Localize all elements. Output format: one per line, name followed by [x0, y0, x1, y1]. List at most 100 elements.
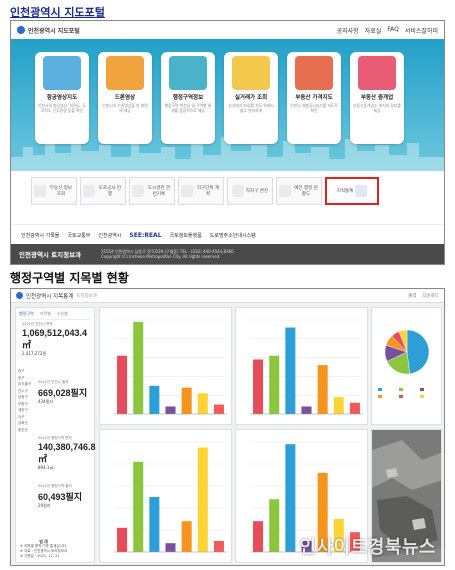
- partner-logo[interactable]: 인천광역시 기록물: [21, 233, 60, 239]
- bar[interactable]: [181, 387, 192, 414]
- partner-logo[interactable]: 도로명주소안내시스템: [209, 233, 256, 239]
- footnote-line: ※ 자료 : 인천광역시 토지정보과: [20, 549, 68, 553]
- stat-city-parcels: 2021년 인천시 필지 669,028필지 434필지: [38, 380, 87, 405]
- bar[interactable]: [285, 444, 296, 552]
- district-item[interactable]: 옹진군: [18, 427, 28, 432]
- partner-logo[interactable]: 인천광역시: [98, 233, 122, 239]
- district-item[interactable]: 남동구: [18, 395, 28, 399]
- bar[interactable]: [165, 543, 176, 552]
- footer-org: 인천광역시 토지정보과: [19, 251, 82, 259]
- aerial-map-panel[interactable]: [371, 429, 442, 563]
- caption-dashboard: 행정구역별 지목별 현황: [10, 271, 129, 285]
- card-desc: 실거래가 자료를 지도 위에서 쉽고 편리하게: [228, 103, 274, 113]
- tab-land-category[interactable]: 지목별: [39, 311, 51, 316]
- stat-label: 2021년 행정구역 면적: [38, 436, 72, 440]
- footnote-title: 범 례: [39, 539, 48, 544]
- bar[interactable]: [181, 521, 192, 552]
- pie-chart: [378, 329, 430, 398]
- bar[interactable]: [269, 355, 280, 414]
- bar[interactable]: [253, 359, 264, 414]
- bar[interactable]: [117, 527, 128, 552]
- bar[interactable]: [253, 521, 264, 552]
- bar[interactable]: [117, 355, 128, 414]
- tile-realestate-info[interactable]: 부동산 정보 조회: [31, 177, 77, 205]
- bar[interactable]: [197, 447, 208, 553]
- card-title: 부동산 중개업: [360, 95, 394, 101]
- tile-road-work[interactable]: 도로공사 진행: [80, 177, 126, 205]
- card-aerial-map[interactable]: 항공영상지도 인천시의 항공영상, 지적도, 도로지도 근무환경 등을 확인: [35, 52, 89, 144]
- tile-label: 자치구 변천: [245, 189, 269, 194]
- bar[interactable]: [133, 461, 144, 552]
- card-real-price[interactable]: 실거래가 조회 실거래가 자료를 지도 위에서 쉽고 편리하게: [224, 52, 278, 144]
- legend-swatch: [378, 388, 382, 391]
- district-item[interactable]: 강화군: [18, 421, 28, 425]
- card-price-map[interactable]: 부동산 가격지도 인천시 개별공시지가를 지도로 확인: [287, 52, 341, 144]
- summary-tabs: 행정구역 지목별 소유별: [19, 311, 91, 320]
- bar[interactable]: [317, 365, 328, 414]
- card-desc: 인천시 개별공시지가를 지도로 확인: [290, 103, 338, 113]
- district-item[interactable]: 서구: [18, 414, 25, 419]
- stat-label: 2021년 인천시 면적: [22, 322, 53, 326]
- district-item[interactable]: 중구: [18, 369, 25, 373]
- bar[interactable]: [349, 532, 360, 552]
- bar[interactable]: [149, 497, 160, 552]
- card-desc: 인천시의 드론영상을 한 화면에 제공: [102, 103, 148, 113]
- portal-logo[interactable]: 인천광역시 지도포털: [17, 26, 80, 35]
- card-drone[interactable]: 드론영상 인천시의 드론영상을 한 화면에 제공: [98, 52, 152, 144]
- legend-swatch: [399, 395, 403, 398]
- pie-slice[interactable]: [406, 329, 430, 375]
- district-item[interactable]: 계양구: [18, 408, 28, 412]
- bar[interactable]: [133, 321, 144, 414]
- bar[interactable]: [333, 519, 344, 552]
- card-desc: 행정구역 변천사 및 구역별 통계를 종합적으로 제공: [164, 103, 212, 113]
- bar[interactable]: [269, 499, 280, 552]
- district-item[interactable]: 미추홀구: [18, 382, 32, 386]
- tile-land-statistics[interactable]: 지적통계: [325, 177, 379, 205]
- excavator-icon: [83, 185, 95, 197]
- card-title: 행정구역정보: [172, 95, 204, 101]
- partner-logo[interactable]: 국토정보플랫폼: [169, 233, 202, 239]
- bar[interactable]: [349, 402, 360, 414]
- caption-portal: 인천광역시 지도포털: [10, 6, 105, 19]
- district-item[interactable]: 부평구: [18, 401, 28, 406]
- bar-chart-panel: [99, 307, 232, 425]
- stat-label: 2021년 인천시 필지: [38, 380, 69, 384]
- district-item[interactable]: 동구: [18, 375, 25, 380]
- card-broker[interactable]: 부동산 중개업 부동산중개업소 위치와 정보를 제공: [350, 52, 404, 144]
- bar[interactable]: [165, 406, 176, 414]
- card-admin-area[interactable]: 행정구역정보 행정구역 변천사 및 구역별 통계를 종합적으로 제공: [161, 52, 215, 144]
- portal-screenshot: 인천광역시 지도포털 공지사항 자료실 FAQ 서비스잘하미 항공영상지도 인천…: [10, 20, 445, 265]
- partner-logo[interactable]: SEE:REAL: [129, 232, 161, 239]
- bar[interactable]: [285, 327, 296, 414]
- dashboard-header: 인천광역시 지목통계 토지정보과 출력 다운로드: [11, 289, 444, 303]
- nav-faq[interactable]: FAQ: [387, 25, 399, 33]
- bar[interactable]: [301, 541, 312, 552]
- bar[interactable]: [149, 385, 160, 414]
- dashboard-title: 인천광역시 지목통계: [26, 293, 74, 300]
- nav-archive[interactable]: 자료실: [364, 27, 382, 35]
- bar[interactable]: [333, 397, 344, 414]
- tile-urban-landscape[interactable]: 도시경관 관련기록: [129, 177, 175, 205]
- tab-admin[interactable]: 행정구역: [19, 311, 34, 316]
- bar[interactable]: [301, 406, 312, 414]
- nav-notice[interactable]: 공지사항: [336, 27, 359, 35]
- partner-logo[interactable]: 국토교통부: [67, 233, 91, 239]
- bar[interactable]: [213, 404, 224, 414]
- print-button[interactable]: 출력: [408, 293, 417, 299]
- tile-district-plan[interactable]: 지구단위 계획: [178, 177, 224, 205]
- bar[interactable]: [197, 393, 208, 414]
- nav-service[interactable]: 서비스잘하미: [404, 27, 438, 35]
- real-price-icon: [232, 56, 270, 90]
- tile-autonomous-change[interactable]: 자치구 변천: [227, 177, 273, 205]
- tile-old-admin-map[interactable]: 예전 행정 현황도: [276, 177, 322, 205]
- bar[interactable]: [317, 472, 328, 552]
- district-item[interactable]: 연수구: [18, 388, 28, 393]
- tab-owner[interactable]: 소유별: [56, 311, 68, 316]
- card-title: 항공영상지도: [46, 95, 78, 101]
- tile-label: 도로공사 진행: [98, 186, 122, 197]
- pie-slice[interactable]: [398, 329, 408, 353]
- download-button[interactable]: 다운로드: [422, 293, 439, 299]
- bar-chart: [114, 319, 227, 415]
- dashboard-screenshot: 인천광역시 지목통계 토지정보과 출력 다운로드 행정구역 지목별 소유별 중구…: [10, 288, 445, 566]
- bar[interactable]: [213, 541, 224, 552]
